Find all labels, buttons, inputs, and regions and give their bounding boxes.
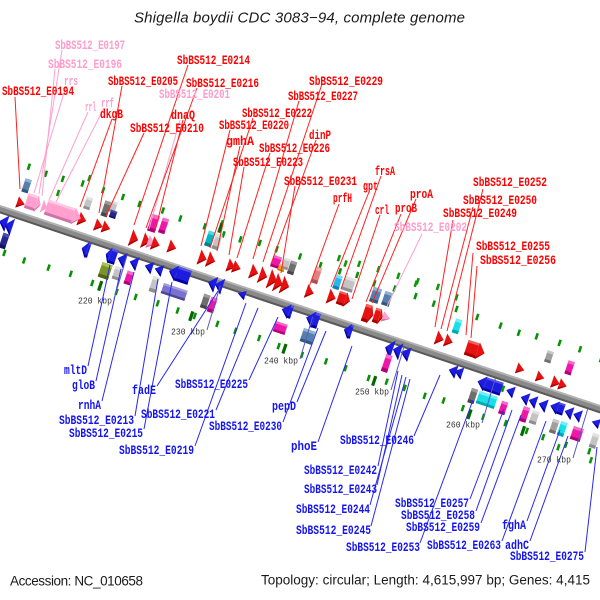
svg-text:dnaQ: dnaQ	[171, 108, 195, 123]
svg-text:SbBS512_E0214: SbBS512_E0214	[177, 53, 250, 68]
svg-text:gpt: gpt	[363, 179, 378, 194]
svg-text:Topology: circular; Length: 4,: Topology: circular; Length: 4,615,997 bp…	[261, 573, 590, 588]
svg-text:phoE: phoE	[291, 439, 317, 454]
svg-text:rnhA: rnhA	[78, 398, 101, 413]
svg-text:SbBS512_E0253: SbBS512_E0253	[346, 540, 420, 555]
svg-text:SbBS512_E0257: SbBS512_E0257	[395, 496, 469, 511]
svg-text:SbBS512_E0244: SbBS512_E0244	[296, 502, 370, 517]
svg-text:SbBS512_E0246: SbBS512_E0246	[340, 433, 414, 448]
svg-text:SbBS512_E0205: SbBS512_E0205	[108, 74, 178, 89]
svg-text:pepD: pepD	[272, 399, 296, 414]
svg-text:240 kbp: 240 kbp	[264, 356, 298, 367]
svg-text:rrf: rrf	[101, 96, 114, 111]
svg-text:SbBS512_E0227: SbBS512_E0227	[288, 89, 358, 104]
svg-text:SbBS512_E0255: SbBS512_E0255	[476, 239, 550, 254]
svg-text:SbBS512_E0222: SbBS512_E0222	[242, 106, 312, 121]
svg-text:mltD: mltD	[64, 363, 87, 378]
svg-text:SbBS512_E0275: SbBS512_E0275	[510, 549, 584, 564]
svg-text:crl: crl	[375, 203, 389, 218]
svg-text:SbBS512_E0221: SbBS512_E0221	[141, 407, 215, 422]
svg-text:Accession: NC_010658: Accession: NC_010658	[10, 574, 143, 589]
svg-text:dkgB: dkgB	[100, 107, 123, 122]
svg-text:rrl: rrl	[85, 100, 96, 115]
svg-text:Shigella boydii CDC 3083−94, c: Shigella boydii CDC 3083−94, complete ge…	[134, 10, 465, 27]
svg-text:SbBS512_E0258: SbBS512_E0258	[401, 508, 475, 523]
svg-text:SbBS512_E0201: SbBS512_E0201	[159, 87, 230, 102]
svg-text:SbBS512_E0245: SbBS512_E0245	[296, 523, 371, 538]
svg-text:SbBS512_E0256: SbBS512_E0256	[480, 253, 556, 268]
svg-text:270 kbp: 270 kbp	[537, 455, 571, 466]
svg-text:SbBS512_E0194: SbBS512_E0194	[2, 84, 74, 99]
svg-text:SbBS512_E0243: SbBS512_E0243	[304, 482, 377, 497]
svg-text:gloB: gloB	[72, 378, 95, 393]
svg-text:250 kbp: 250 kbp	[355, 387, 389, 398]
svg-text:fghA: fghA	[502, 518, 526, 533]
svg-text:SbBS512_E0249: SbBS512_E0249	[443, 206, 517, 221]
svg-text:SbBS512_E0252: SbBS512_E0252	[473, 175, 547, 190]
svg-text:adhC: adhC	[505, 538, 529, 553]
svg-text:frsA: frsA	[375, 164, 395, 179]
svg-text:SbBS512_E0197: SbBS512_E0197	[55, 38, 125, 53]
svg-text:SbBS512_E0225: SbBS512_E0225	[175, 377, 248, 392]
svg-text:fadE: fadE	[132, 383, 156, 398]
svg-text:SbBS512_E0230: SbBS512_E0230	[209, 419, 282, 434]
svg-text:rrs: rrs	[64, 74, 78, 89]
svg-text:SbBS512_E0216: SbBS512_E0216	[186, 76, 259, 91]
svg-text:SbBS512_E0223: SbBS512_E0223	[233, 155, 303, 170]
svg-text:SbBS512_E0259: SbBS512_E0259	[406, 520, 480, 535]
svg-text:SbBS512_E0213: SbBS512_E0213	[59, 413, 134, 428]
svg-text:SbBS512_E0215: SbBS512_E0215	[69, 426, 143, 441]
svg-text:proB: proB	[395, 201, 417, 216]
svg-text:SbBS512_E0263: SbBS512_E0263	[427, 538, 501, 553]
svg-text:SbBS512_E0219: SbBS512_E0219	[119, 443, 194, 458]
svg-text:prfH: prfH	[333, 191, 352, 206]
svg-text:SbBS512_E0196: SbBS512_E0196	[48, 57, 122, 72]
svg-text:SbBS512_E0210: SbBS512_E0210	[130, 121, 204, 136]
svg-text:260 kbp: 260 kbp	[446, 420, 480, 431]
svg-text:gmhA: gmhA	[226, 134, 254, 149]
svg-text:SbBS512_E0226: SbBS512_E0226	[259, 141, 330, 156]
svg-text:SbBS512_E0229: SbBS512_E0229	[309, 74, 383, 89]
svg-text:SbBS512_E0242: SbBS512_E0242	[304, 463, 377, 478]
svg-text:SbBS512_E0231: SbBS512_E0231	[284, 174, 357, 189]
svg-text:SbBS512_E0202: SbBS512_E0202	[394, 220, 467, 235]
svg-text:SbBS512_E0250: SbBS512_E0250	[463, 193, 537, 208]
svg-text:230 kbp: 230 kbp	[171, 327, 205, 338]
svg-text:proA: proA	[410, 187, 433, 202]
svg-text:SbBS512_E0220: SbBS512_E0220	[219, 118, 289, 133]
svg-text:220 kbp: 220 kbp	[78, 296, 112, 307]
svg-text:dinP: dinP	[309, 128, 331, 143]
